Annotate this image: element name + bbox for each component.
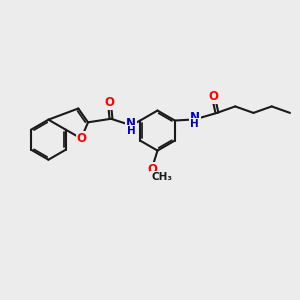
Text: O: O [104, 96, 115, 109]
Text: N: N [126, 117, 136, 130]
Text: H: H [190, 119, 199, 129]
Text: CH₃: CH₃ [151, 172, 172, 182]
Text: O: O [147, 163, 157, 176]
Text: H: H [127, 126, 135, 136]
Text: O: O [208, 90, 218, 103]
Text: N: N [190, 111, 200, 124]
Text: O: O [76, 132, 86, 145]
